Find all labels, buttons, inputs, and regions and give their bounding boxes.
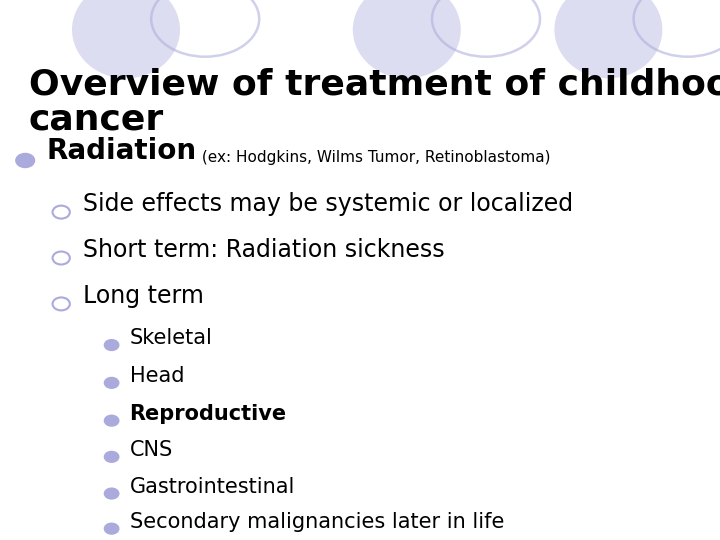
Text: Secondary malignancies later in life: Secondary malignancies later in life xyxy=(130,512,504,532)
Circle shape xyxy=(104,451,119,462)
Text: Head: Head xyxy=(130,366,184,386)
Text: Long term: Long term xyxy=(83,284,204,308)
Ellipse shape xyxy=(72,0,180,78)
Text: Side effects may be systemic or localized: Side effects may be systemic or localize… xyxy=(83,192,573,216)
Text: Radiation: Radiation xyxy=(47,137,197,165)
Text: Overview of treatment of childhood: Overview of treatment of childhood xyxy=(29,68,720,102)
Text: Gastrointestinal: Gastrointestinal xyxy=(130,477,295,497)
Text: Reproductive: Reproductive xyxy=(130,404,287,424)
Circle shape xyxy=(16,153,35,167)
Text: Skeletal: Skeletal xyxy=(130,328,212,348)
Text: CNS: CNS xyxy=(130,440,173,460)
Circle shape xyxy=(104,415,119,426)
Circle shape xyxy=(104,377,119,388)
Text: Short term: Radiation sickness: Short term: Radiation sickness xyxy=(83,238,444,262)
Circle shape xyxy=(104,488,119,499)
Text: (ex: Hodgkins, Wilms Tumor, Retinoblastoma): (ex: Hodgkins, Wilms Tumor, Retinoblasto… xyxy=(197,150,550,165)
Circle shape xyxy=(104,523,119,534)
Ellipse shape xyxy=(353,0,461,78)
Text: cancer: cancer xyxy=(29,103,164,137)
Circle shape xyxy=(104,340,119,350)
Ellipse shape xyxy=(554,0,662,78)
